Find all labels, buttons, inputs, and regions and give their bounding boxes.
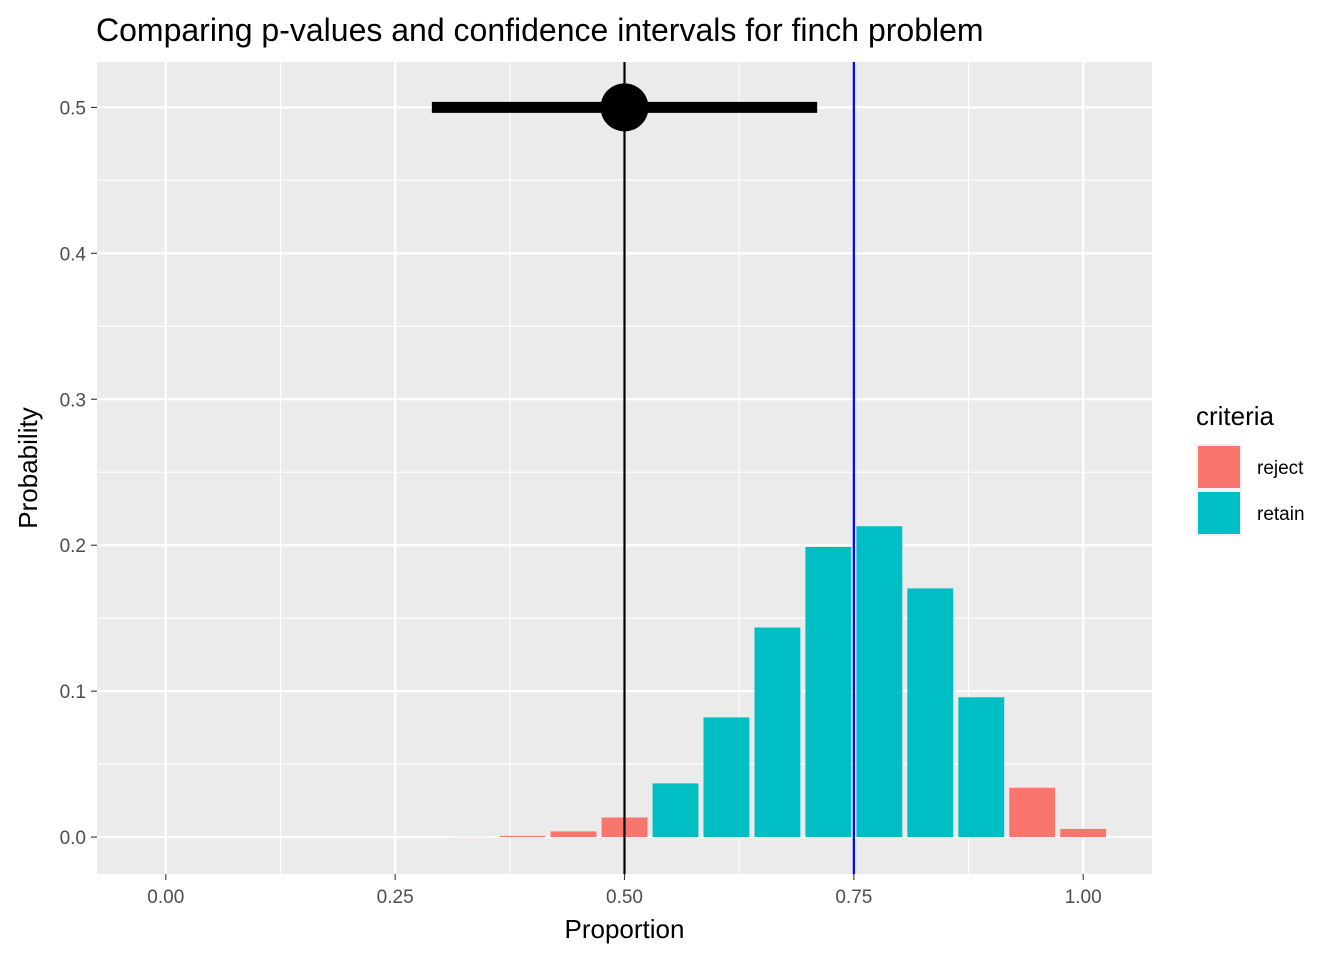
y-tick-label: 0.1 <box>60 682 86 703</box>
bar <box>856 526 903 838</box>
y-tick-label: 0.5 <box>60 98 86 119</box>
legend: criteria reject retain <box>1196 401 1305 536</box>
x-axis-title: Proportion <box>565 914 685 944</box>
y-tick-label: 0.4 <box>60 244 87 265</box>
legend-title: criteria <box>1196 401 1275 431</box>
x-tick-label: 0.75 <box>835 887 872 908</box>
y-tick-label: 0.3 <box>60 390 86 411</box>
bar <box>805 546 852 838</box>
x-tick-label: 0.25 <box>377 887 414 908</box>
point-estimate <box>600 83 649 132</box>
x-tick-label: 1.00 <box>1065 887 1102 908</box>
bar <box>1009 787 1056 838</box>
confidence-interval <box>431 83 818 132</box>
reference-lines <box>623 62 855 874</box>
bar <box>499 835 546 838</box>
bar <box>550 831 597 838</box>
legend-label-reject: reject <box>1257 458 1304 479</box>
bar <box>754 627 801 838</box>
bar <box>703 717 750 838</box>
legend-swatch-retain <box>1198 492 1240 534</box>
bar <box>652 783 699 838</box>
x-tick-label: 0.00 <box>147 887 184 908</box>
y-axis: 0.0 0.1 0.2 0.3 0.4 0.5 <box>60 98 97 849</box>
y-tick-label: 0.2 <box>60 536 86 557</box>
y-axis-title: Probability <box>13 407 43 528</box>
bar <box>958 697 1005 838</box>
chart-title: Comparing p-values and confidence interv… <box>96 12 984 48</box>
bar <box>1060 828 1107 838</box>
legend-label-retain: retain <box>1257 504 1305 525</box>
x-tick-label: 0.50 <box>606 887 643 908</box>
x-axis: 0.00 0.25 0.50 0.75 1.00 <box>147 874 1102 908</box>
bars-layer <box>448 526 1107 838</box>
y-tick-label: 0.0 <box>60 828 86 849</box>
bar <box>907 588 954 838</box>
legend-swatch-reject <box>1198 446 1240 488</box>
